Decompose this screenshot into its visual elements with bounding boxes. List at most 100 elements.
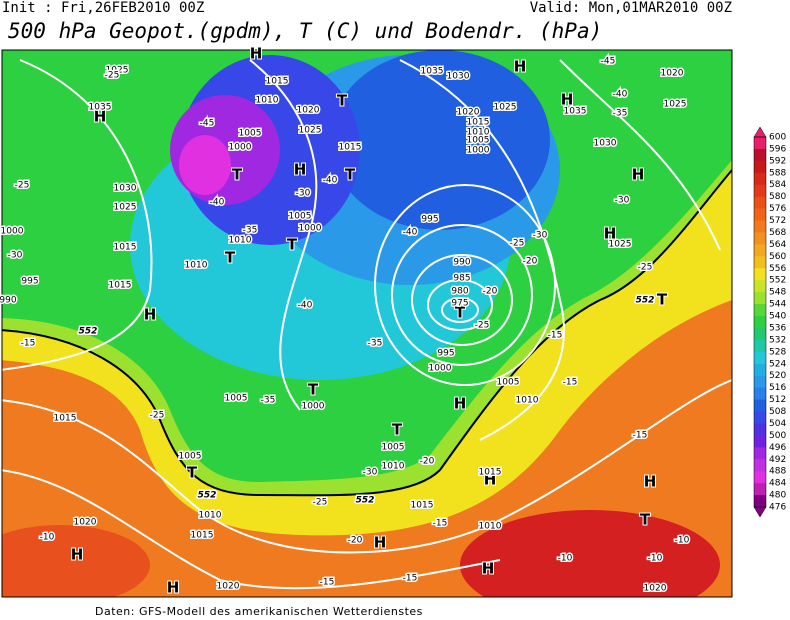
isobar-label: 1015 <box>54 414 77 424</box>
valid-time: Valid: Mon,01MAR2010 00Z <box>530 0 732 16</box>
colorbar-swatch <box>754 471 766 484</box>
temperature-label: -35 <box>368 339 383 349</box>
isobar-label: 1010 <box>229 236 252 246</box>
colorbar-label: 508 <box>769 407 786 417</box>
colorbar-label: 488 <box>769 467 786 477</box>
colorbar-label: 480 <box>769 491 786 501</box>
colorbar-label: 516 <box>769 383 786 393</box>
colorbar-label: 512 <box>769 395 786 405</box>
isobar-label: 1020 <box>297 106 320 116</box>
temperature-label: -25 <box>475 321 490 331</box>
isobar-label: 1035 <box>564 107 587 117</box>
isobar-label: 1015 <box>266 77 289 87</box>
temperature-label: -30 <box>533 231 548 241</box>
isobar-label: 1000 <box>299 224 322 234</box>
temperature-label: -40 <box>323 176 338 186</box>
colorbar-label: 552 <box>769 276 786 286</box>
temperature-label: -20 <box>483 287 498 297</box>
pressure-center: T <box>308 381 319 399</box>
isobar-label: 1010 <box>382 462 405 472</box>
temperature-label: -25 <box>638 263 653 273</box>
pressure-center: T <box>640 511 651 529</box>
temperature-label: -20 <box>420 457 435 467</box>
isobar-label: 1005 <box>225 394 248 404</box>
isobar-label: 1025 <box>609 240 632 250</box>
isobar-label: 990 <box>453 258 470 268</box>
pressure-center: H <box>514 58 527 76</box>
colorbar-label: 528 <box>769 347 786 357</box>
pressure-center: T <box>345 166 356 184</box>
isobar-label: 1020 <box>661 69 684 79</box>
colorbar-label: 568 <box>769 228 786 238</box>
pressure-center: H <box>604 225 617 243</box>
colorbar-swatch <box>754 399 766 413</box>
isobar-label: 1000 <box>429 364 452 374</box>
colorbar-swatch <box>754 327 766 341</box>
footer: Daten: GFS-Modell des amerikanischen Wet… <box>95 605 423 618</box>
isobar-label: 980 <box>451 287 468 297</box>
temperature-label: -15 <box>633 431 648 441</box>
colorbar-label: 520 <box>769 371 786 381</box>
isobar-label: 985 <box>453 274 470 284</box>
colorbar-swatch <box>754 172 766 186</box>
map <box>1 49 733 598</box>
isobar-label: 995 <box>21 277 38 287</box>
temperature-label: -25 <box>510 239 525 249</box>
temperature-label: -40 <box>613 90 628 100</box>
colorbar-label: 600 <box>769 133 786 143</box>
colorbar-label: 592 <box>769 156 786 166</box>
colorbar-label: 548 <box>769 288 786 298</box>
colorbar-label: 576 <box>769 204 786 214</box>
contour-label: 552 <box>356 496 375 506</box>
isobar-label: 1000 <box>302 402 325 412</box>
contour-label: 552 <box>79 327 98 337</box>
pressure-center: H <box>94 108 107 126</box>
isobar-label: 1010 <box>479 522 502 532</box>
colorbar-swatch <box>754 495 766 508</box>
temperature-label: -40 <box>403 228 418 238</box>
colorbar-swatch <box>754 148 766 162</box>
isobar-label: 1015 <box>114 243 137 253</box>
pressure-center: H <box>71 546 84 564</box>
colorbar-swatch <box>754 316 766 329</box>
temperature-label: -30 <box>296 189 311 199</box>
isobar-label: 1030 <box>114 184 137 194</box>
pressure-center: T <box>225 249 236 267</box>
isobar-label: 1030 <box>447 72 470 82</box>
colorbar-swatch <box>754 459 766 472</box>
colorbar-swatch <box>754 292 766 305</box>
colorbar-label: 536 <box>769 323 786 333</box>
colorbar-swatch <box>754 339 766 353</box>
isobar-label: 1005 <box>497 378 520 388</box>
pressure-center: T <box>337 92 348 110</box>
colorbar-label: 588 <box>769 168 786 178</box>
isobar-label: 1005 <box>382 443 405 453</box>
isobar-label: 1020 <box>74 518 97 528</box>
isobar-label: 975 <box>451 299 468 309</box>
colorbar-swatch <box>754 196 766 210</box>
isobar-label: 1015 <box>191 531 214 541</box>
colorbar-label: 544 <box>769 300 786 310</box>
temperature-label: -40 <box>298 301 313 311</box>
isobar-label: 1015 <box>339 143 362 153</box>
temperature-label: -10 <box>40 533 55 543</box>
pressure-center: T <box>232 166 243 184</box>
isobar-label: 1015 <box>479 468 502 478</box>
magenta-area <box>179 135 231 195</box>
pressure-center: T <box>657 291 668 309</box>
isobar-label: 1005 <box>467 136 490 146</box>
colorbar-swatch <box>754 208 766 222</box>
temperature-label: -10 <box>558 554 573 564</box>
colorbar-label: 492 <box>769 455 786 465</box>
temperature-label: -25 <box>313 498 328 508</box>
colorbar-swatch <box>754 423 766 436</box>
colorbar-label: 484 <box>769 479 786 489</box>
colorbar-frame <box>753 136 767 508</box>
colorbar-swatch <box>754 280 766 293</box>
contour-label: 552 <box>198 491 217 501</box>
isobar-label: 1010 <box>467 128 490 138</box>
colorbar-label: 584 <box>769 180 786 190</box>
colorbar-label: 524 <box>769 359 786 369</box>
colorbar-swatch <box>754 220 766 233</box>
isobar-label: 1015 <box>467 118 490 128</box>
